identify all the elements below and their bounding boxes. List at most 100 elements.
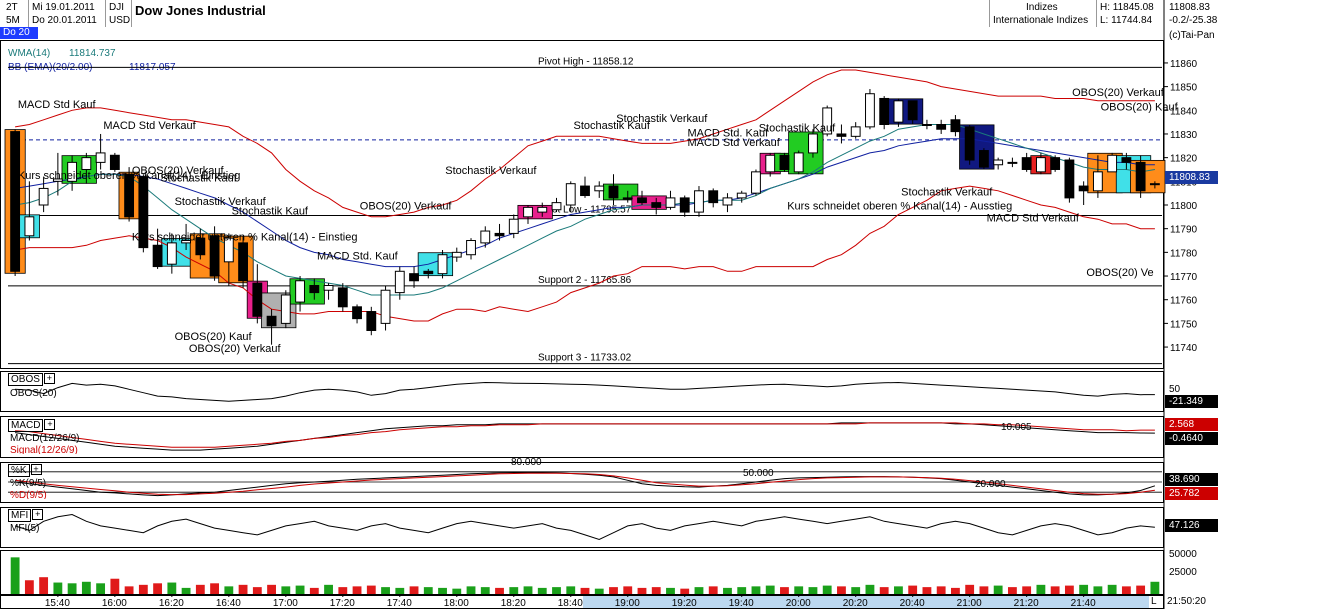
signal-annotation: MACD Std Kauf xyxy=(18,99,97,111)
obos-level-label: 50 xyxy=(1169,384,1181,395)
k-level-20: 20.000 xyxy=(975,479,1006,490)
volume-bar xyxy=(153,583,163,594)
candle xyxy=(922,124,932,126)
period-a[interactable]: 2T xyxy=(6,2,18,13)
candle xyxy=(309,285,320,294)
volume-bar xyxy=(708,586,718,594)
volume-bar xyxy=(723,587,732,594)
candle xyxy=(109,154,120,170)
candle xyxy=(24,216,35,237)
candle xyxy=(865,93,875,128)
candle xyxy=(124,173,135,218)
volume-bar xyxy=(267,584,276,594)
k-series-label: %K(9/5) xyxy=(10,478,47,489)
candle xyxy=(394,270,405,294)
time-tick-label: 16:40 xyxy=(216,598,241,609)
candle xyxy=(907,100,918,121)
signal-annotation: MACD Std Verkauf xyxy=(103,120,196,132)
mfi-series-label: MFI(5) xyxy=(10,523,40,534)
candle xyxy=(238,242,248,282)
candle xyxy=(608,185,619,199)
volume-bar xyxy=(338,587,348,594)
mfi-value-badge: 47.126 xyxy=(1165,519,1218,532)
candle xyxy=(437,254,448,275)
plus-icon[interactable]: + xyxy=(30,464,42,475)
signal-annotation: OBOS(20) Verkauf xyxy=(360,201,453,213)
volume-bar xyxy=(651,587,661,594)
volume-bar xyxy=(609,587,618,594)
volume-bar xyxy=(936,586,946,594)
time-tick-label: 19:20 xyxy=(672,598,697,609)
macd-signal-label: Signal(12/26/9) xyxy=(10,445,78,454)
volume-bar xyxy=(1007,587,1017,594)
price-tick-label: 11840 xyxy=(1170,106,1198,117)
volume-bar xyxy=(409,586,419,594)
macd-pane-tag[interactable]: MACD + xyxy=(8,419,56,432)
date-to: Do 20.01.2011 xyxy=(32,15,97,26)
volume-bar xyxy=(979,586,989,594)
k-level-50: 50.000 xyxy=(743,468,774,479)
time-tick-label: 18:40 xyxy=(558,598,583,609)
macd-signal-badge: 2.568 xyxy=(1165,418,1218,431)
volume-bar xyxy=(324,584,333,594)
volume-bar xyxy=(466,586,476,594)
time-axis-session-band xyxy=(583,596,1149,608)
candle xyxy=(964,126,975,161)
candle xyxy=(1021,157,1032,170)
time-tick-label: 17:00 xyxy=(273,598,298,609)
candle xyxy=(1007,161,1018,164)
volume-bar xyxy=(765,585,775,594)
candle xyxy=(565,183,576,206)
level-label: Pivot High - 11858.12 xyxy=(538,56,634,67)
price-tick-label: 11820 xyxy=(1170,154,1198,165)
day-tag[interactable]: Do 20 xyxy=(0,27,38,39)
time-tick-label: 19:00 xyxy=(615,598,640,609)
indicator-pane-frame xyxy=(0,416,1164,458)
volume-bar xyxy=(53,582,63,594)
volume-bar xyxy=(10,557,20,594)
volume-bar xyxy=(366,585,376,594)
time-tick-label: 16:20 xyxy=(159,598,184,609)
candle xyxy=(679,197,690,213)
plus-icon[interactable]: + xyxy=(32,509,44,520)
volume-bar xyxy=(666,587,675,594)
volume-bar xyxy=(780,587,789,594)
symbol: DJI xyxy=(109,2,124,13)
volume-bar xyxy=(694,587,704,594)
candle xyxy=(280,294,291,324)
candle xyxy=(708,190,719,204)
signal-annotation: OBOS(20) Kauf xyxy=(175,331,253,343)
volume-bar xyxy=(1107,584,1117,594)
time-tick-label: 18:00 xyxy=(444,598,469,609)
period-b[interactable]: 5M xyxy=(6,15,20,26)
obos-pane-tag[interactable]: OBOS + xyxy=(8,373,55,386)
k-pane-tag[interactable]: %K + xyxy=(8,464,42,477)
price-tick-label: 11830 xyxy=(1170,130,1198,141)
volume-bar xyxy=(1150,581,1160,594)
indicator-pane-frame xyxy=(0,462,1164,503)
bb-lower-line xyxy=(15,185,1155,322)
candle xyxy=(366,311,377,331)
mfi-pane-tag[interactable]: MFI + xyxy=(8,509,44,522)
volume-bar xyxy=(281,586,291,594)
volume-pane-frame xyxy=(0,550,1164,595)
candle xyxy=(95,152,106,163)
volume-bar xyxy=(1093,586,1103,594)
high-low-box: H: 11845.08 L: 11744.84 xyxy=(1096,0,1165,27)
candle xyxy=(950,119,961,133)
time-tick-label: 18:20 xyxy=(501,598,526,609)
candle xyxy=(751,171,761,194)
candle xyxy=(722,197,733,206)
time-tick-label: 17:20 xyxy=(330,598,355,609)
candle xyxy=(1078,185,1089,192)
candle xyxy=(694,190,704,213)
candle xyxy=(352,306,362,320)
signal-annotation: Kurs schneidet unteren % Kanal(14) - Ein… xyxy=(132,232,358,244)
volume-bar xyxy=(837,586,846,594)
candle xyxy=(223,237,234,263)
volume-bar xyxy=(352,586,362,594)
plus-icon[interactable]: + xyxy=(44,419,56,430)
plus-icon[interactable]: + xyxy=(43,373,55,384)
